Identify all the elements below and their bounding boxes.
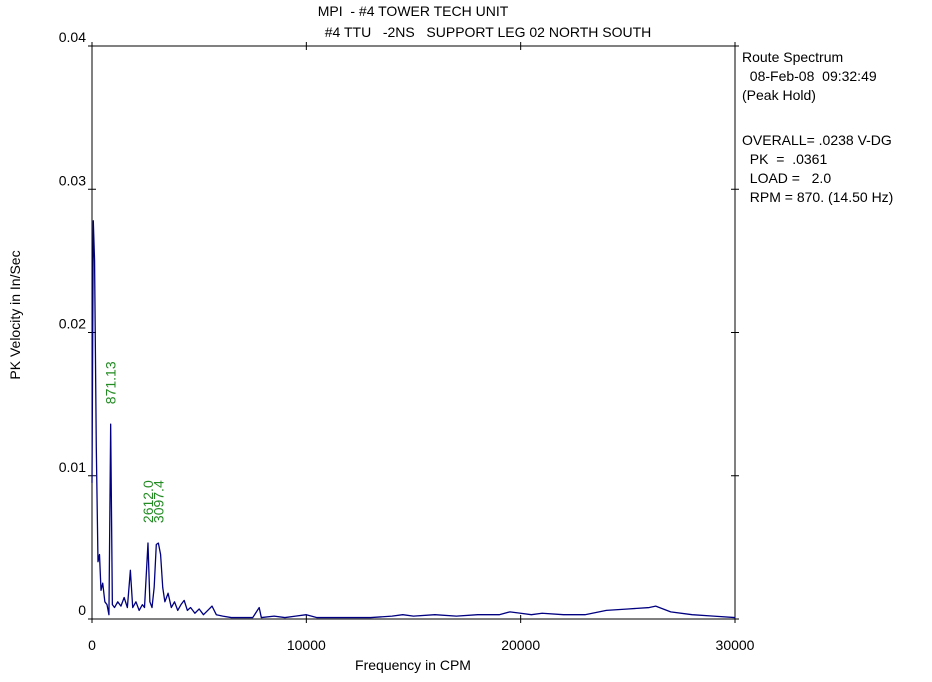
- info-text: (Peak Hold): [742, 87, 816, 103]
- x-tick-label: 20000: [501, 637, 540, 653]
- info-text: OVERALL= .0238 V-DG: [742, 132, 892, 148]
- y-tick-label: 0: [78, 602, 86, 618]
- info-text: LOAD = 2.0: [742, 170, 831, 186]
- x-axis-label: Frequency in CPM: [355, 657, 471, 673]
- y-tick-label: 0.02: [59, 316, 86, 332]
- peak-label: 2612.0: [140, 480, 156, 523]
- plot-frame: [91, 45, 736, 620]
- info-text: 08-Feb-08 09:32:49: [742, 68, 877, 84]
- x-tick-label: 30000: [716, 637, 755, 653]
- info-text: Route Spectrum: [742, 49, 843, 65]
- info-text: PK = .0361: [742, 151, 827, 167]
- chart-subtitle: #4 TTU -2NS SUPPORT LEG 02 NORTH SOUTH: [325, 24, 652, 40]
- y-tick-label: 0.04: [59, 29, 86, 45]
- y-tick-label: 0.01: [59, 459, 86, 475]
- spectrum-line: [91, 220, 736, 619]
- x-tick-label: 10000: [287, 637, 326, 653]
- peak-label: 871.13: [103, 361, 119, 404]
- chart-title: MPI - #4 TOWER TECH UNIT: [318, 3, 509, 19]
- peak-label: 3097.4: [150, 480, 166, 523]
- y-axis-label: PK Velocity in In/Sec: [7, 250, 23, 379]
- info-text: RPM = 870. (14.50 Hz): [742, 189, 893, 205]
- x-tick-label: 0: [88, 637, 96, 653]
- y-tick-label: 0.03: [59, 172, 86, 188]
